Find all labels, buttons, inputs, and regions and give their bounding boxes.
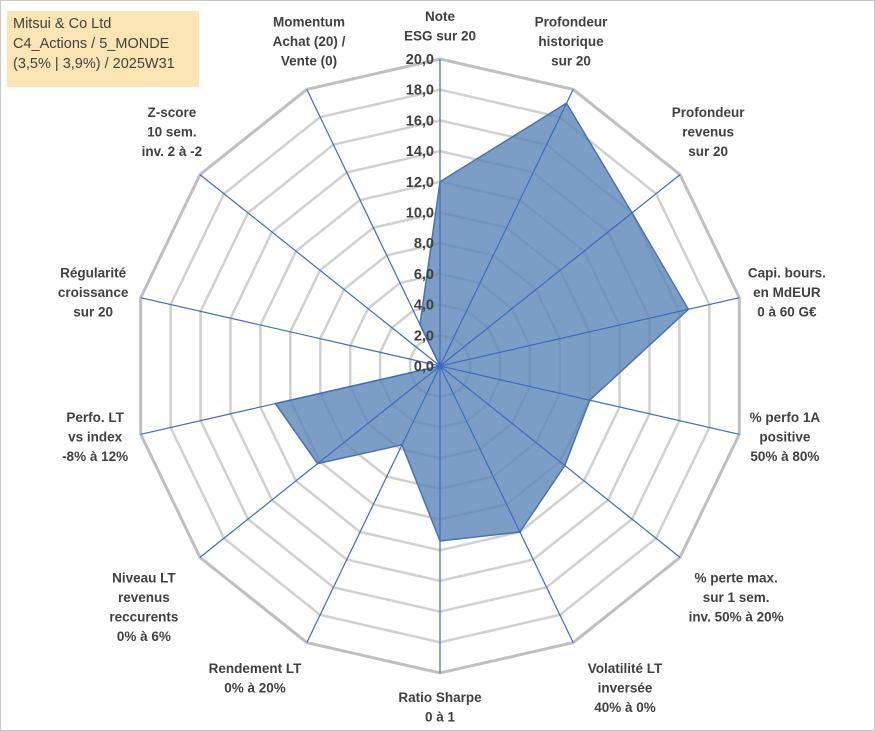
axis-spoke xyxy=(140,365,441,435)
axis-label: Note ESG sur 20 xyxy=(404,9,476,44)
axis-spoke xyxy=(439,297,740,367)
tick-label: 16,0 xyxy=(406,113,434,129)
axis-spoke xyxy=(199,174,441,367)
axis-label: Z-score 10 sem. inv. 2 à -2 xyxy=(142,105,203,159)
tick-label: 18,0 xyxy=(406,83,434,99)
axis-spoke xyxy=(140,297,441,367)
axis-label: Rendement LT 0% à 20% xyxy=(209,661,303,696)
params-label: (3,5% | 3,9%) / 2025W31 xyxy=(13,56,175,72)
axis-spoke xyxy=(439,365,574,643)
axis-label: Volatilité LT inversée 40% à 0% xyxy=(588,661,663,715)
tick-label: 2,0 xyxy=(414,328,434,344)
tick-label: 14,0 xyxy=(406,144,434,160)
axis-label: % perte max. sur 1 sem. inv. 50% à 20% xyxy=(689,571,784,625)
tick-label: 6,0 xyxy=(414,267,434,283)
axis-spoke xyxy=(306,89,441,367)
axis-spoke xyxy=(439,365,740,435)
axis-label: Perfo. LT vs index -8% à 12% xyxy=(62,410,128,464)
axis-spoke xyxy=(439,89,574,367)
axis-label: Capi. bours. en MdEUR 0 à 60 G€ xyxy=(748,265,826,319)
axis-spoke xyxy=(199,365,441,558)
radar-spokes xyxy=(140,59,740,673)
axis-label: Momentum Achat (20) / Vente (0) xyxy=(273,15,346,69)
axis-label: Ratio Sharpe 0 à 1 xyxy=(398,690,482,725)
axis-spoke xyxy=(439,365,681,558)
axis-spoke xyxy=(439,174,681,367)
axis-label: % perfo 1A positive 50% à 80% xyxy=(750,410,821,464)
tick-label: 4,0 xyxy=(414,298,434,314)
tick-label: 8,0 xyxy=(414,236,434,252)
axis-label: Profondeur revenus sur 20 xyxy=(672,105,745,159)
axis-label: Profondeur historique sur 20 xyxy=(535,15,608,69)
company-name: Mitsui & Co Ltd xyxy=(13,16,112,32)
radar-axis-labels: Note ESG sur 20 Profondeur historique sur 20… xyxy=(58,9,826,725)
tick-label: 0,0 xyxy=(414,359,434,375)
axis-spoke xyxy=(306,365,441,643)
tick-label: 10,0 xyxy=(406,206,434,222)
axis-label: Niveau LT revenus reccurents 0% à 6% xyxy=(109,571,178,645)
axis-label: Régularité croissance sur 20 xyxy=(58,265,129,319)
tick-label: 12,0 xyxy=(406,175,434,191)
portfolio-label: C4_Actions / 5_MONDE xyxy=(13,36,170,52)
radar-tick-labels: 0,0 2,0 4,0 6,0 8,0 10,0 12,0 14,0 16,0 18,0 20,0 xyxy=(406,52,434,375)
tick-label: 20,0 xyxy=(406,52,434,68)
info-box: Mitsui & Co Ltd C4_Actions / 5_MONDE (3,… xyxy=(7,11,199,87)
